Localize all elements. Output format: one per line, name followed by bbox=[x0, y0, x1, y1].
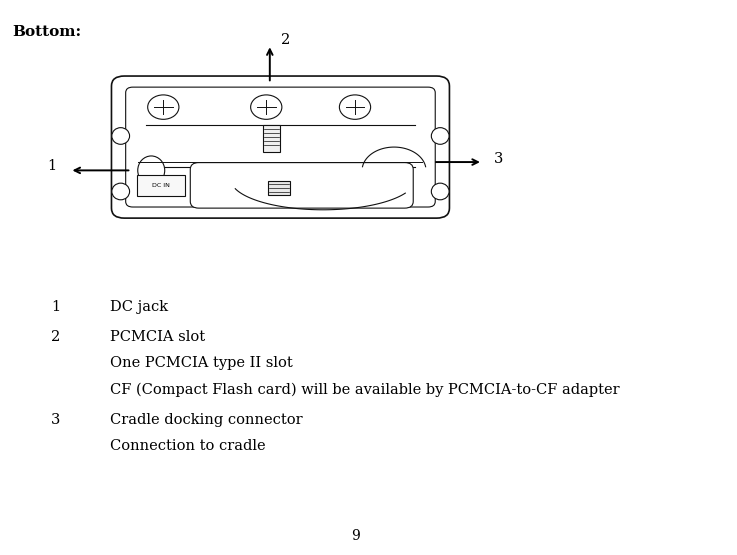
Bar bbox=[268, 181, 290, 195]
Text: 2: 2 bbox=[281, 33, 290, 47]
Text: 1: 1 bbox=[47, 159, 57, 173]
Text: 3: 3 bbox=[51, 413, 60, 427]
Text: Cradle docking connector: Cradle docking connector bbox=[110, 413, 303, 427]
Text: Bottom:: Bottom: bbox=[13, 25, 82, 39]
Text: DC IN: DC IN bbox=[153, 183, 170, 188]
FancyBboxPatch shape bbox=[190, 163, 413, 208]
Text: DC jack: DC jack bbox=[110, 300, 168, 314]
FancyBboxPatch shape bbox=[126, 87, 436, 207]
Ellipse shape bbox=[112, 183, 130, 200]
Text: 9: 9 bbox=[351, 529, 360, 543]
Text: Connection to cradle: Connection to cradle bbox=[110, 439, 265, 453]
Ellipse shape bbox=[138, 156, 165, 185]
Circle shape bbox=[147, 95, 179, 119]
Text: CF (Compact Flash card) will be available by PCMCIA-to-CF adapter: CF (Compact Flash card) will be availabl… bbox=[110, 382, 620, 397]
Bar bbox=[137, 175, 185, 196]
Ellipse shape bbox=[112, 128, 130, 144]
Text: 3: 3 bbox=[494, 152, 503, 166]
Bar bbox=[262, 125, 281, 152]
Circle shape bbox=[251, 95, 282, 119]
Text: 2: 2 bbox=[51, 330, 60, 344]
Text: 1: 1 bbox=[51, 300, 60, 314]
Text: One PCMCIA type II slot: One PCMCIA type II slot bbox=[110, 356, 293, 370]
Circle shape bbox=[340, 95, 371, 119]
Ellipse shape bbox=[431, 128, 449, 144]
Text: PCMCIA slot: PCMCIA slot bbox=[110, 330, 205, 344]
FancyBboxPatch shape bbox=[111, 76, 450, 218]
Ellipse shape bbox=[431, 183, 449, 200]
